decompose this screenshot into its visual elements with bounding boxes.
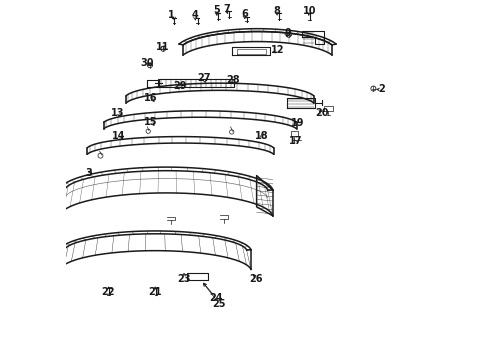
Text: 16: 16: [144, 93, 158, 103]
Text: 3: 3: [86, 168, 93, 178]
Text: 29: 29: [173, 81, 187, 91]
Text: 10: 10: [303, 6, 317, 16]
Text: 7: 7: [224, 4, 230, 14]
Text: 28: 28: [227, 75, 240, 85]
Text: 23: 23: [177, 274, 191, 284]
Text: 21: 21: [148, 287, 161, 297]
Text: 1: 1: [168, 10, 175, 20]
Text: 18: 18: [255, 131, 269, 141]
Text: 22: 22: [101, 287, 115, 297]
Text: 30: 30: [141, 58, 154, 68]
Text: 6: 6: [242, 9, 248, 19]
Text: 27: 27: [197, 73, 211, 83]
Text: 20: 20: [316, 108, 329, 118]
Text: 17: 17: [289, 136, 302, 145]
Text: 5: 5: [213, 5, 220, 15]
Text: 19: 19: [292, 118, 305, 128]
Text: 9: 9: [285, 28, 292, 38]
Text: 15: 15: [144, 117, 158, 127]
Text: 8: 8: [274, 6, 281, 16]
Text: 13: 13: [111, 108, 124, 118]
Text: 26: 26: [249, 274, 263, 284]
Text: 24: 24: [209, 293, 222, 303]
Text: 25: 25: [213, 299, 226, 309]
Text: 14: 14: [112, 131, 125, 141]
Text: 11: 11: [156, 42, 169, 51]
Text: 4: 4: [192, 10, 198, 20]
Text: 12: 12: [270, 45, 284, 55]
Text: 2: 2: [378, 84, 385, 94]
